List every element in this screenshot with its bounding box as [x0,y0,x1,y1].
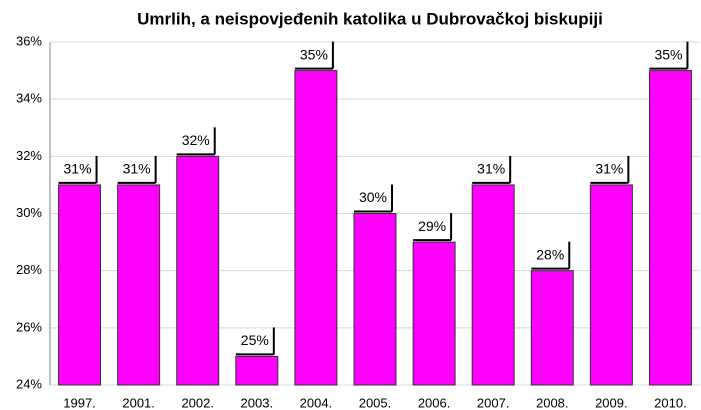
data-label: 31% [477,161,505,177]
y-tick-label: 28% [16,262,42,277]
bar [235,355,279,386]
x-tick-label: 2001. [122,395,155,410]
x-tick-label: 2005. [359,395,392,410]
x-tick-label: 2002. [181,395,214,410]
data-label: 31% [595,161,623,177]
bar [471,184,515,386]
data-label: 25% [241,332,269,348]
y-tick-label: 26% [16,319,42,334]
x-tick-label: 2007. [477,395,510,410]
y-tick-label: 24% [16,376,42,391]
x-tick-label: 2003. [241,395,274,410]
data-label: 31% [64,161,92,177]
x-tick-label: 2010. [654,395,687,410]
y-tick-label: 32% [16,148,42,163]
data-label: 35% [654,46,682,62]
y-tick-label: 30% [16,205,42,220]
x-tick-label: 2009. [595,395,628,410]
data-label: 35% [300,46,328,62]
bar [530,270,574,386]
bar [58,184,102,386]
bar [294,70,338,386]
bar [412,241,456,386]
bar [589,184,633,386]
x-tick-label: 2008. [536,395,569,410]
y-tick-label: 36% [16,33,42,48]
data-label: 32% [182,132,210,148]
data-label: 28% [536,246,564,262]
bar [117,184,161,386]
data-label: 30% [359,189,387,205]
data-label: 29% [418,218,446,234]
data-label: 31% [123,161,151,177]
bar [648,70,692,386]
bar [176,155,220,386]
chart-title: Umrlih, a neispovjeđenih katolika u Dubr… [137,9,603,28]
x-tick-label: 1997. [63,395,96,410]
x-tick-label: 2004. [300,395,333,410]
y-tick-label: 34% [16,91,42,106]
x-tick-label: 2006. [418,395,451,410]
bar [353,213,397,386]
